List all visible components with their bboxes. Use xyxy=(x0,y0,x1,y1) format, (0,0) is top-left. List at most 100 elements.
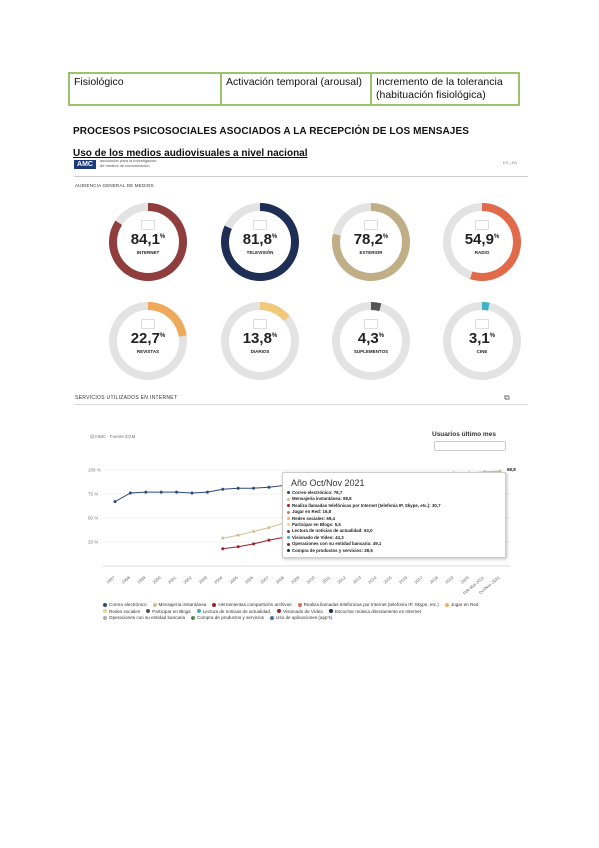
donut-internet: 84,1% INTERNET xyxy=(105,199,191,285)
media-icon xyxy=(141,319,155,329)
media-icon xyxy=(364,220,378,230)
legend-label: Lectura de noticias de actualidad. xyxy=(202,608,272,614)
tooltip-item: Mensajería instantánea: 98,8 xyxy=(287,496,441,502)
series-point xyxy=(144,490,148,494)
donut-label: REVISTAS xyxy=(136,349,160,354)
donut-fill xyxy=(109,302,187,380)
legend-dot xyxy=(270,615,275,620)
legend-label: Escuchar música directamente en Internet xyxy=(334,608,421,614)
legend-item[interactable]: Lectura de noticias de actualidad. xyxy=(196,608,272,616)
series-point xyxy=(159,490,163,494)
legend-item[interactable]: Redes sociales xyxy=(103,609,140,616)
series-point xyxy=(252,486,256,490)
legend-dot xyxy=(297,602,302,607)
tooltip-item: Visionado de Vídeo: 44,3 xyxy=(287,535,441,541)
legend-item[interactable]: Jugar en Red xyxy=(444,602,479,609)
x-tick-label: 2010 xyxy=(305,575,316,585)
legend-item[interactable]: Uso de aplicaciones (app's) xyxy=(270,615,332,622)
donut-value: 81,8% xyxy=(242,231,278,248)
tooltip-item: Jugar en Red: 16,8 xyxy=(287,509,441,515)
tooltip-bullet xyxy=(287,542,290,546)
legend-label: Mensajería instantánea xyxy=(158,602,207,607)
legend-item[interactable]: Visionado de Vídeo xyxy=(277,609,323,616)
legend-label: Visionado de Vídeo xyxy=(283,608,323,614)
external-link-icon[interactable]: ⧉ xyxy=(504,393,510,402)
donut-ring xyxy=(109,302,187,380)
legend-item[interactable]: Operaciones con su entidad bancaria xyxy=(103,615,185,622)
series-point xyxy=(236,533,240,537)
legend-label: Jugar en Red xyxy=(450,602,479,607)
legend-label: Participar en Blogs xyxy=(152,608,191,614)
x-tick-label: 2000 xyxy=(151,575,162,585)
media-icon xyxy=(253,319,267,329)
series-point xyxy=(236,486,240,490)
tooltip-bullet xyxy=(287,504,290,508)
usuarios-dropdown[interactable] xyxy=(434,441,506,451)
x-tick-label: 1998 xyxy=(121,575,132,585)
series-point xyxy=(221,536,225,540)
language-switch[interactable]: ES | EN xyxy=(503,160,518,165)
series-point xyxy=(267,485,271,489)
x-tick-label: 2014 xyxy=(367,575,378,585)
y-tick-label: 25 % xyxy=(88,540,98,545)
tooltip-items: Correo electrónico: 78,7 Mensajería insta… xyxy=(287,490,441,554)
x-tick-label: 2003 xyxy=(198,575,209,585)
series-line xyxy=(222,536,285,550)
media-icon xyxy=(253,220,267,230)
chart-source: @AIMC · Fuente EGM xyxy=(90,434,136,439)
tooltip-item: Realiza llamadas telefónicas por Interne… xyxy=(287,503,441,509)
tooltip-item: Lectura de noticias de actualidad: 63,0 xyxy=(287,528,441,534)
tooltip-bullet xyxy=(287,516,290,520)
tooltip-bullet xyxy=(287,549,290,552)
legend-dot xyxy=(444,602,449,607)
series-point xyxy=(113,500,117,504)
legend-item[interactable]: Escuchar música directamente en Internet xyxy=(328,608,421,616)
servicios-title: SERVICIOS UTILIZADOS EN INTERNET xyxy=(75,395,178,401)
tooltip-item: Operaciones con su entidad bancaria: 49,… xyxy=(287,541,441,547)
donut-ring xyxy=(109,203,187,281)
donut-label: CINE xyxy=(476,349,488,354)
media-icon xyxy=(141,220,155,230)
legend-label: Compra de productos y servicios xyxy=(197,615,265,620)
section-heading: PROCESOS PSICOSOCIALES ASOCIADOS A LA RE… xyxy=(73,126,469,137)
legend-dot xyxy=(196,609,201,614)
x-tick-label: 2017 xyxy=(413,575,424,585)
legend-item[interactable]: Herramientas compartición archivos xyxy=(212,602,292,609)
donut-value: 78,2% xyxy=(353,231,389,248)
donut-ring xyxy=(332,203,410,281)
table-row: Fisiológico Activación temporal (arousal… xyxy=(68,72,520,106)
divider xyxy=(74,176,528,177)
tooltip-title: Año Oct/Nov 2021 xyxy=(291,478,365,488)
donut-fill xyxy=(443,302,521,380)
tooltip-item: Compra de productos y servicios: 28,6 xyxy=(287,548,441,554)
donut-fill xyxy=(109,203,187,281)
x-tick-label: Feb-Mar 2021 xyxy=(462,575,486,596)
legend-label: Operaciones con su entidad bancaria xyxy=(109,615,186,620)
donut-fill xyxy=(332,203,410,281)
legend-item[interactable]: Participar en Blogs xyxy=(146,609,191,616)
x-tick-label: 2001 xyxy=(167,575,178,585)
legend-item[interactable]: Mensajería instantánea xyxy=(152,602,207,609)
chart-legend: Correo electrónico Mensajería instantánea… xyxy=(103,602,503,622)
legend-label: Redes sociales xyxy=(109,608,141,614)
legend-dot xyxy=(152,602,157,607)
aimc-logo: AMC xyxy=(74,160,96,169)
media-icon xyxy=(364,319,378,329)
x-tick-label: 2009 xyxy=(290,575,301,585)
donut-fill xyxy=(332,302,410,380)
y-tick-label: 50 % xyxy=(88,516,98,521)
donut-value: 13,8% xyxy=(242,330,278,347)
x-tick-label: 2013 xyxy=(352,575,363,585)
donut-radio: 54,9% RADIO xyxy=(439,199,525,285)
end-data-label: 98,8 xyxy=(507,467,516,472)
x-tick-label: 2005 xyxy=(228,575,239,585)
table-cell: Fisiológico xyxy=(68,72,222,106)
tooltip-bullet xyxy=(287,529,290,533)
legend-item[interactable]: Compra de productos y servicios xyxy=(191,615,264,622)
tooltip-bullet xyxy=(287,536,290,540)
donut-fill xyxy=(221,302,299,380)
legend-item[interactable]: Realiza llamadas telefónicas por Interne… xyxy=(297,602,439,609)
x-tick-label: 2006 xyxy=(244,575,255,585)
chart-tooltip: Año Oct/Nov 2021 Correo electrónico: 78,… xyxy=(282,472,506,558)
legend-item[interactable]: Correo electrónico xyxy=(103,602,147,609)
